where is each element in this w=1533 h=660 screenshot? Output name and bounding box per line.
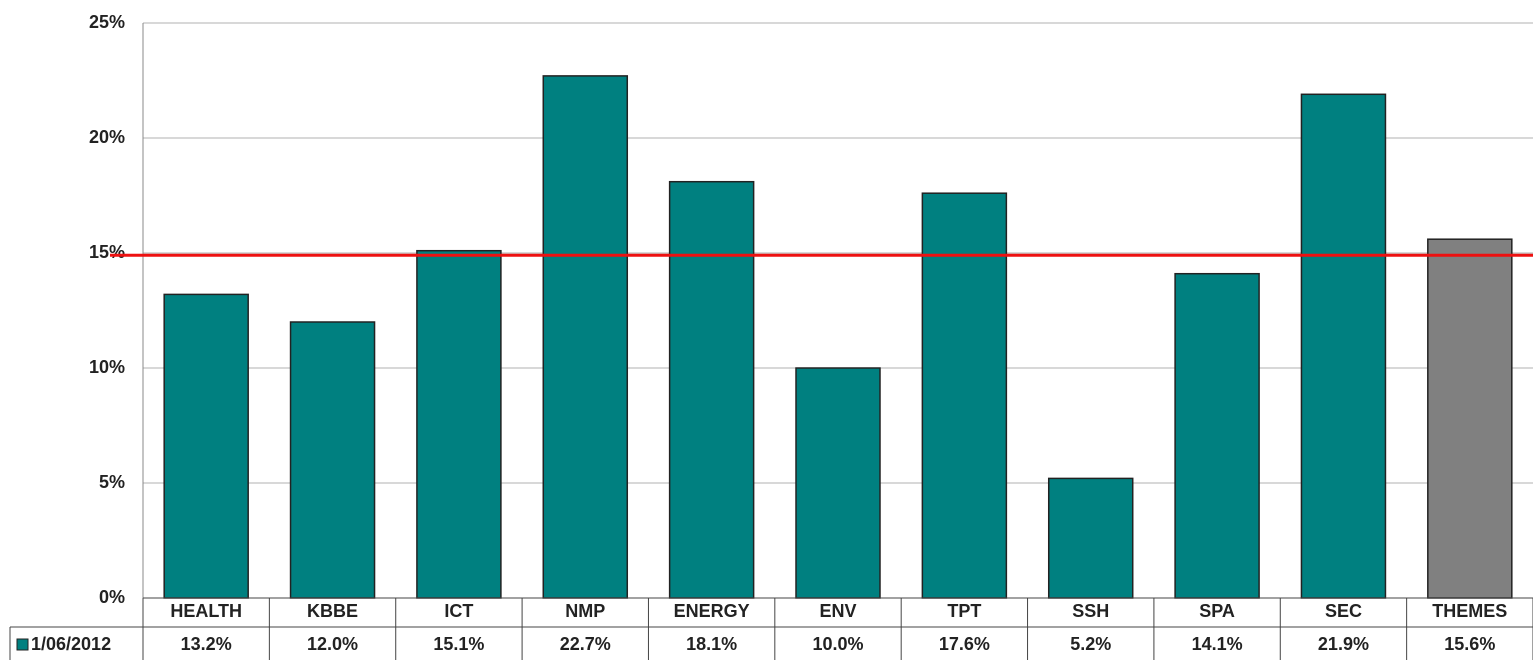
data-label: 17.6% [939,634,990,654]
y-tick-label: 20% [89,127,125,147]
x-tick-label: KBBE [307,601,358,621]
x-tick-label: ENV [819,601,856,621]
bar [1174,272,1260,599]
bar [289,321,376,599]
y-tick-label: 15% [89,242,125,262]
bar [163,293,249,599]
data-label: 13.2% [181,634,232,654]
data-label: 22.7% [560,634,611,654]
bar [1047,477,1134,599]
data-label: 10.0% [812,634,863,654]
bar [416,249,502,599]
data-label: 14.1% [1192,634,1243,654]
bar [542,75,629,599]
x-tick-label: ICT [444,601,473,621]
data-label: 5.2% [1070,634,1111,654]
bar [668,180,755,599]
bar [795,367,881,599]
y-tick-label: 5% [99,472,125,492]
x-tick-label: TPT [947,601,981,621]
x-tick-label: SSH [1072,601,1109,621]
data-label: 18.1% [686,634,737,654]
x-tick-label: HEALTH [170,601,242,621]
data-label: 15.1% [433,634,484,654]
bar [1300,93,1387,599]
data-label: 21.9% [1318,634,1369,654]
x-tick-label: NMP [565,601,605,621]
x-tick-label: THEMES [1432,601,1507,621]
x-tick-label: SPA [1199,601,1235,621]
x-tick-label: SEC [1325,601,1362,621]
x-tick-label: ENERGY [674,601,750,621]
legend-swatch [16,638,29,651]
legend-label: 1/06/2012 [31,634,111,654]
y-tick-label: 25% [89,12,125,32]
data-label: 15.6% [1444,634,1495,654]
y-tick-label: 10% [89,357,125,377]
data-label: 12.0% [307,634,358,654]
y-tick-label: 0% [99,587,125,607]
bar [1427,238,1513,599]
